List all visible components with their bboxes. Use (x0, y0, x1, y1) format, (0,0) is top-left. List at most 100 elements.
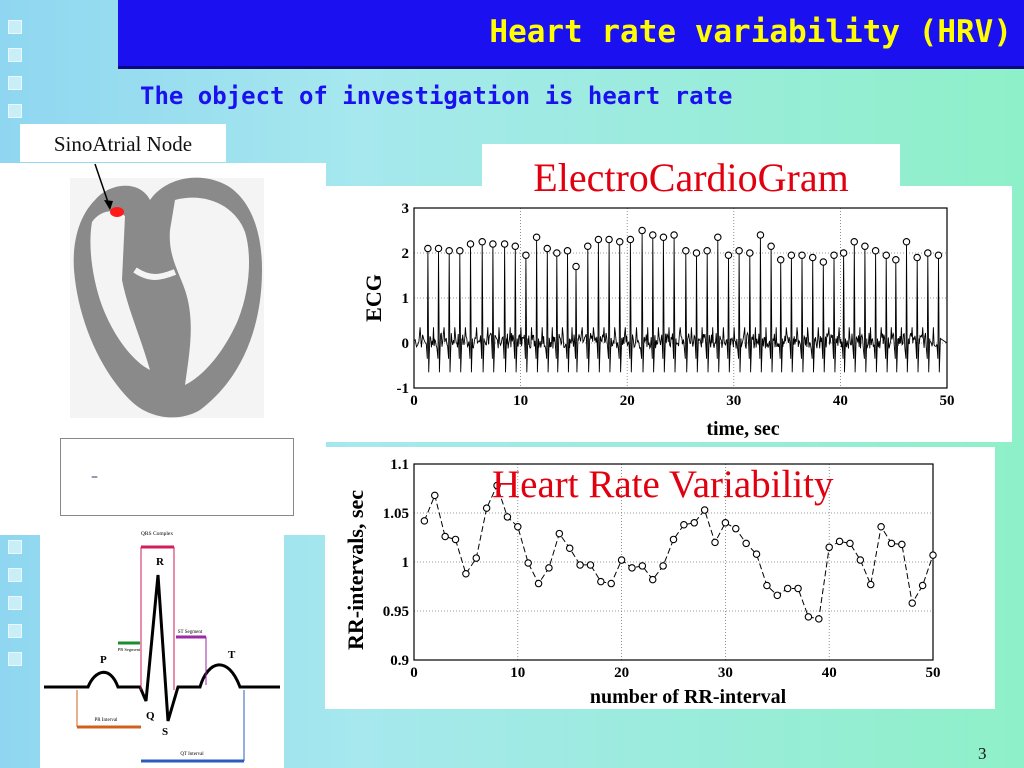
ecg-r-peak-marker (735, 246, 743, 255)
ecg-x-axis-label: time, sec (706, 418, 779, 440)
ecg-r-peak-marker (913, 253, 921, 262)
hrv-point (846, 539, 854, 548)
ecg-r-peak-marker (808, 253, 817, 262)
page-number: 3 (978, 744, 987, 763)
hrv-point (804, 613, 813, 621)
ecg-x-tick-label: 10 (513, 393, 528, 409)
pqrst-trace (44, 574, 280, 722)
ecg-r-peak-marker (522, 251, 530, 260)
ecg-r-peak-marker (892, 256, 900, 264)
ecg-r-peak-marker (615, 237, 624, 246)
hrv-y-tick-label: 1.1 (390, 457, 409, 473)
hrv-point (918, 581, 927, 590)
ecg-axes-frame (413, 207, 948, 389)
hrv-point (680, 521, 688, 529)
hrv-point (742, 539, 750, 548)
ecg-r-peak-marker (924, 249, 932, 257)
heart-chamber-left (90, 211, 150, 370)
hrv-point (524, 559, 532, 567)
ecg-r-peak-marker (626, 235, 635, 244)
hrv-point (607, 579, 615, 588)
ecg-x-tick-label: 30 (726, 393, 741, 409)
pqrst-diagram: QRS Complex PR Segment ST Segment PR Int… (44, 531, 280, 763)
hrv-y-tick-label: 0.9 (390, 653, 409, 669)
ecg-r-peak-marker (466, 240, 475, 248)
ecg-r-peak-marker (456, 246, 464, 255)
heart-diagram (70, 163, 264, 418)
slide-title: Heart rate variability (HRV) (489, 14, 1012, 50)
hrv-x-tick-label: 20 (614, 665, 629, 681)
hrv-point (576, 561, 584, 569)
hrv-point (898, 540, 906, 549)
ecg-r-peak-marker (756, 231, 765, 239)
hrv-chart: 0 10 20 30 40 50 0.9 0.95 1 1.05 1.1 number of RR-i… (343, 457, 941, 708)
hrv-point (514, 522, 522, 531)
hrv-point (648, 575, 657, 584)
ecg-y-tick-label: 1 (402, 291, 410, 307)
hrv-point (815, 615, 823, 623)
ecg-chart-title: ElectroCardioGram (482, 144, 900, 208)
hrv-point (711, 538, 719, 547)
hrv-y-axis-label: RR-intervals, sec (343, 490, 368, 650)
hrv-point (825, 543, 833, 552)
ecg-r-peak-marker (500, 240, 509, 248)
ecg-r-peak-marker (861, 242, 869, 250)
ecg-r-peak-marker (934, 251, 943, 260)
hrv-point (482, 504, 491, 512)
blank-box-mark: – (91, 469, 98, 485)
ecg-r-peak-marker (511, 242, 520, 250)
hrv-point (856, 556, 865, 564)
r-wave-label: R (156, 556, 165, 568)
hrv-y-tick-label: 1.05 (383, 506, 409, 522)
hrv-point (617, 556, 626, 564)
t-wave-label: T (228, 649, 236, 661)
hrv-point (732, 524, 740, 533)
ecg-trace (413, 230, 948, 373)
ecg-r-peak-marker (605, 235, 613, 244)
hrv-point (866, 580, 875, 589)
hrv-point (493, 481, 501, 490)
ecg-r-peak-marker (703, 246, 711, 255)
hrv-point (690, 519, 699, 527)
hrv-x-tick-label: 40 (822, 665, 837, 681)
ecg-r-peak-marker (543, 244, 552, 253)
title-bar: Heart rate variability (HRV) (118, 0, 1024, 66)
ecg-r-peak-marker (682, 246, 690, 255)
ecg-r-peak-marker (714, 233, 722, 241)
ecg-r-peak-marker (649, 231, 657, 239)
hrv-point (420, 517, 429, 525)
ecg-r-peak-marker (902, 237, 911, 246)
hrv-y-tick-label: 0.95 (383, 604, 409, 620)
ecg-r-peak-marker (532, 233, 541, 241)
ecg-r-peak-marker (489, 240, 497, 248)
hrv-point (503, 513, 512, 521)
ecg-r-peak-marker (659, 233, 668, 241)
pr-segment-label: PR Segment (118, 647, 141, 652)
decorative-tiles (0, 0, 40, 768)
blank-box: – (60, 438, 294, 516)
hrv-point (462, 570, 470, 578)
hrv-y-tick-label: 1 (402, 555, 410, 571)
ecg-r-peak-marker (776, 256, 785, 264)
ecg-r-peak-marker (670, 231, 678, 239)
hrv-point (586, 561, 595, 569)
hrv-point (877, 522, 885, 531)
ecg-r-peak-marker (594, 235, 603, 244)
hrv-point (565, 544, 574, 553)
hrv-point (887, 539, 896, 548)
heart-valve (133, 267, 177, 280)
ecg-y-tick-label: -1 (397, 381, 410, 397)
ecg-y-tick-label: 2 (402, 246, 410, 262)
hrv-point (451, 535, 460, 544)
ecg-r-peak-marker (787, 251, 796, 260)
ecg-r-peak-marker (798, 251, 806, 260)
ecg-r-peak-marker (871, 246, 880, 255)
ecg-y-axis-label: ECG (361, 274, 386, 322)
ecg-r-peak-marker (692, 249, 701, 257)
ecg-r-peak-marker (553, 249, 561, 257)
hrv-point (628, 564, 636, 572)
hrv-point (597, 577, 605, 586)
ecg-r-peak-marker (445, 246, 453, 255)
hrv-point (431, 491, 439, 500)
